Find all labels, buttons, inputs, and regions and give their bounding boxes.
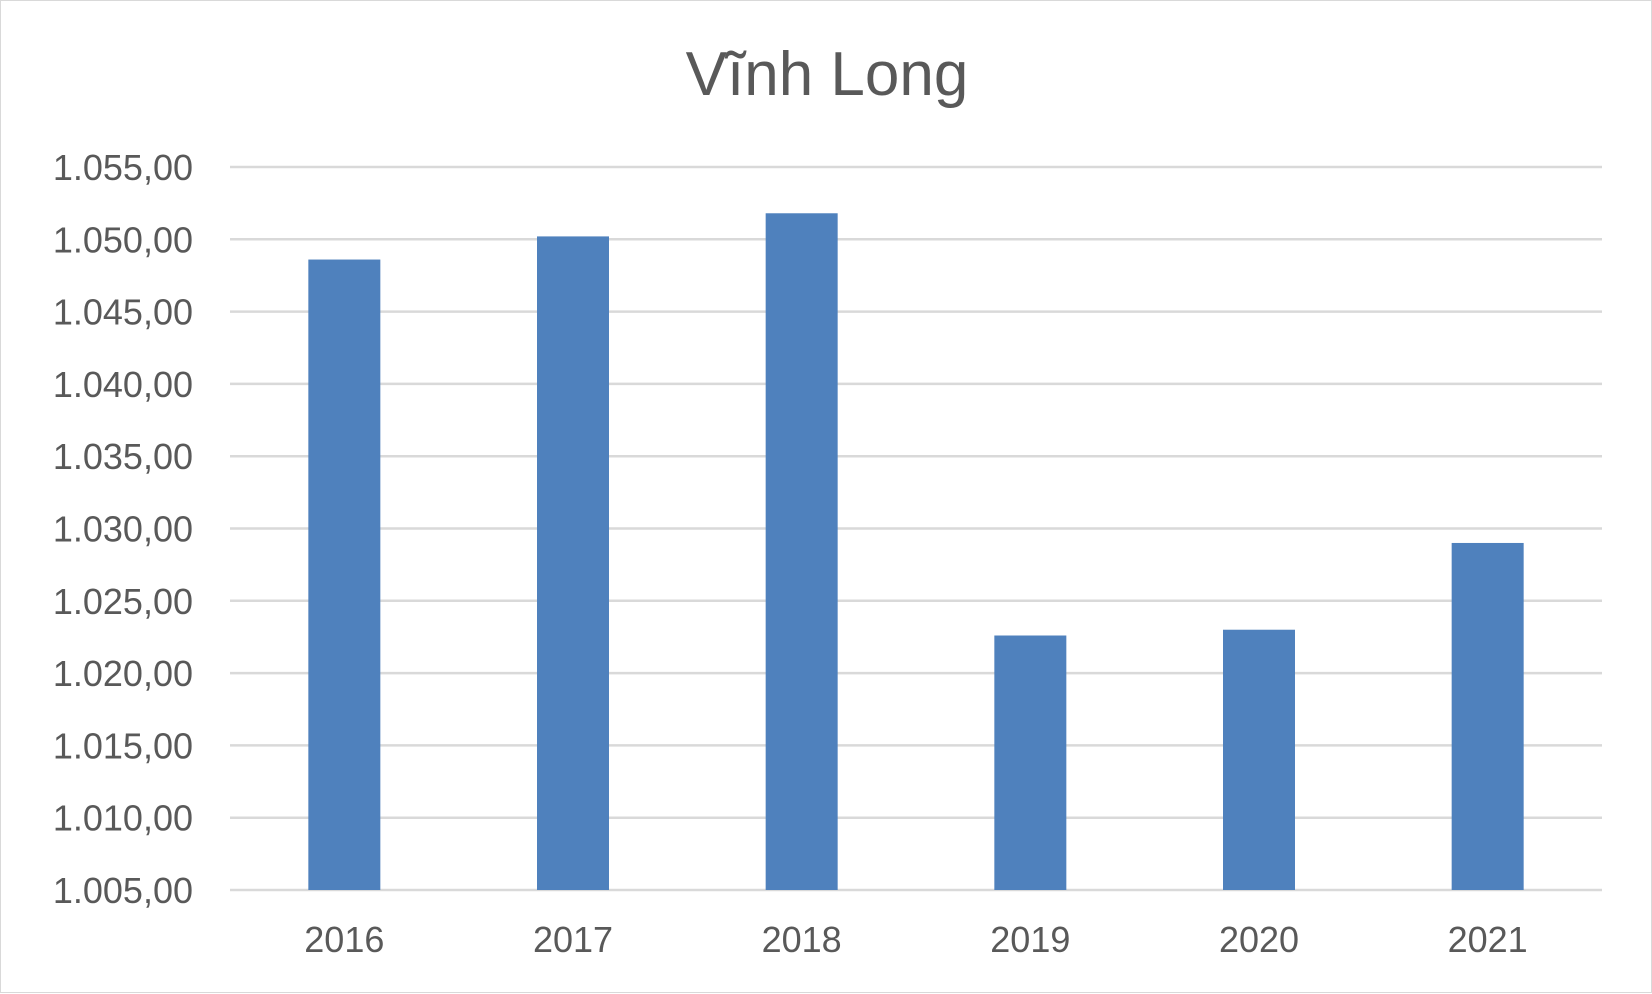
y-axis-tick-labels: 1.005,00 1.010,00 1.015,00 1.020,00 1.025,00… <box>53 147 193 911</box>
y-tick-label: 1.045,00 <box>53 292 193 333</box>
bar-2016 <box>308 259 381 890</box>
y-tick-label: 1.035,00 <box>53 436 193 477</box>
y-tick-label: 1.015,00 <box>53 725 193 766</box>
x-tick-label: 2019 <box>990 919 1070 960</box>
x-axis-tick-labels: 2016 2017 2018 2019 2020 2021 <box>304 919 1527 960</box>
x-tick-label: 2020 <box>1219 919 1299 960</box>
y-tick-label: 1.025,00 <box>53 581 193 622</box>
y-tick-label: 1.050,00 <box>53 219 193 260</box>
x-tick-label: 2017 <box>533 919 613 960</box>
bar-2018 <box>765 213 838 891</box>
y-tick-label: 1.040,00 <box>53 364 193 405</box>
x-tick-label: 2021 <box>1448 919 1528 960</box>
bar-2017 <box>537 236 609 890</box>
x-tick-label: 2016 <box>304 919 384 960</box>
gridlines <box>230 165 1602 892</box>
y-tick-label: 1.010,00 <box>53 798 193 839</box>
bars <box>308 213 1524 891</box>
bar-2020 <box>1223 629 1295 890</box>
y-tick-label: 1.055,00 <box>53 147 193 188</box>
x-tick-label: 2018 <box>762 919 842 960</box>
bar-2021 <box>1451 542 1524 890</box>
y-tick-label: 1.020,00 <box>53 653 193 694</box>
y-tick-label: 1.005,00 <box>53 870 193 911</box>
y-tick-label: 1.030,00 <box>53 509 193 550</box>
bar-2019 <box>994 635 1067 890</box>
chart-title: Vĩnh Long <box>686 40 969 109</box>
